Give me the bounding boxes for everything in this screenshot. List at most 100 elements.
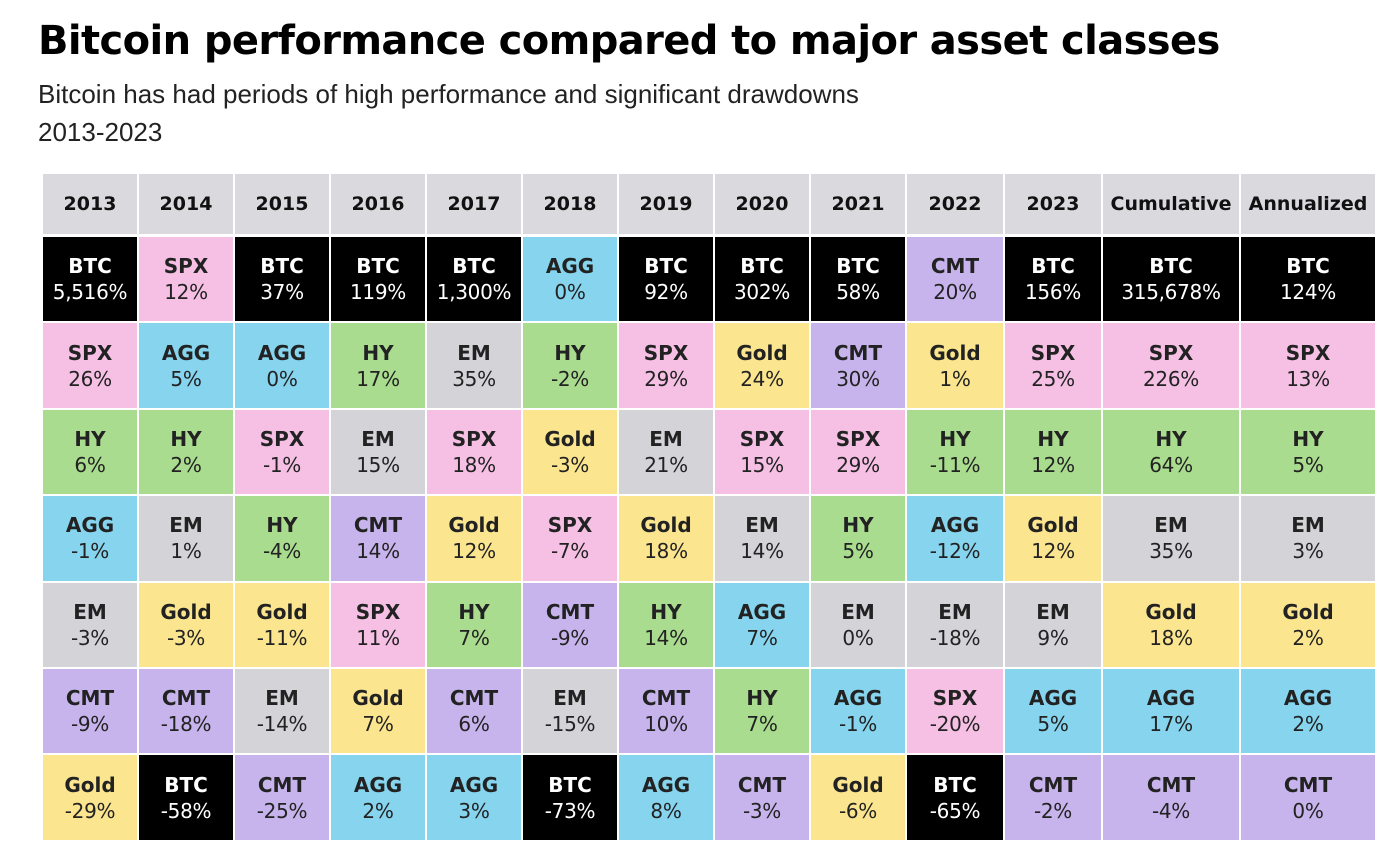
- table-cell: AGG 5%: [1005, 669, 1101, 754]
- return-value: 6%: [458, 712, 490, 737]
- asset-ticker: EM: [457, 340, 491, 365]
- asset-ticker: Gold: [256, 599, 308, 624]
- asset-ticker: EM: [745, 513, 779, 538]
- table-cell: SPX -20%: [907, 669, 1003, 754]
- asset-ticker: SPX: [1148, 340, 1194, 365]
- return-value: -12%: [929, 539, 981, 564]
- column-header-2021: 2021: [811, 174, 905, 234]
- asset-ticker: Gold: [736, 340, 788, 365]
- asset-ticker: BTC: [1031, 254, 1075, 279]
- table-cell: EM 15%: [331, 409, 425, 495]
- table-cell: SPX 18%: [427, 409, 521, 495]
- asset-ticker: SPX: [547, 513, 593, 538]
- table-cell: CMT 10%: [619, 669, 713, 754]
- return-value: 92%: [644, 280, 688, 305]
- asset-ticker: EM: [841, 599, 875, 624]
- table-cell: AGG -1%: [811, 669, 905, 754]
- chart-period: 2013-2023: [38, 117, 163, 147]
- table-cell: HY 6%: [43, 409, 137, 495]
- return-value: -6%: [838, 798, 878, 823]
- return-value: -1%: [262, 452, 302, 477]
- table-cell: SPX 26%: [43, 323, 137, 408]
- return-value: -58%: [160, 798, 212, 823]
- return-value: 15%: [356, 452, 400, 477]
- return-value: 25%: [1031, 366, 1075, 391]
- asset-ticker: CMT: [1283, 772, 1333, 797]
- column-header-annualized: Annualized: [1241, 174, 1375, 234]
- asset-ticker: HY: [266, 513, 298, 538]
- return-value: -29%: [64, 798, 116, 823]
- table-cell: Gold 18%: [1103, 582, 1239, 667]
- return-value: 3%: [458, 798, 490, 823]
- asset-ticker: Gold: [448, 513, 500, 538]
- table-cell: CMT -18%: [139, 669, 233, 754]
- return-value: 5,516%: [52, 280, 128, 305]
- return-value: 14%: [644, 625, 688, 650]
- table-cell: EM -18%: [907, 582, 1003, 667]
- return-value: 8%: [650, 798, 682, 823]
- asset-ticker: CMT: [65, 686, 115, 711]
- return-value: 1%: [170, 539, 202, 564]
- table-cell: CMT 0%: [1241, 755, 1375, 840]
- asset-ticker: AGG: [545, 254, 595, 279]
- table-cell: EM 21%: [619, 409, 713, 495]
- asset-ticker: SPX: [932, 686, 978, 711]
- table-cell: BTC 92%: [619, 237, 713, 322]
- asset-ticker: AGG: [161, 340, 211, 365]
- return-value: -3%: [166, 625, 206, 650]
- asset-ticker: EM: [361, 426, 395, 451]
- table-cell: AGG 0%: [523, 237, 617, 322]
- asset-ticker: SPX: [739, 426, 785, 451]
- table-cell: HY 2%: [139, 409, 233, 495]
- table-cell: BTC 5,516%: [43, 237, 137, 322]
- asset-ticker: BTC: [548, 772, 592, 797]
- return-value: 29%: [836, 452, 880, 477]
- asset-ticker: EM: [553, 686, 587, 711]
- table-cell: AGG 2%: [1241, 669, 1375, 754]
- return-value: 14%: [356, 539, 400, 564]
- table-cell: BTC 119%: [331, 237, 425, 322]
- return-value: 18%: [644, 539, 688, 564]
- table-cell: AGG 17%: [1103, 669, 1239, 754]
- column-header-2020: 2020: [715, 174, 809, 234]
- asset-ticker: CMT: [161, 686, 211, 711]
- table-cell: CMT -4%: [1103, 755, 1239, 840]
- table-cell: Gold -29%: [43, 755, 137, 840]
- return-value: -11%: [929, 452, 981, 477]
- asset-ticker: EM: [169, 513, 203, 538]
- asset-ticker: BTC: [1149, 254, 1193, 279]
- table-cell: Gold 1%: [907, 323, 1003, 408]
- asset-ticker: AGG: [65, 513, 115, 538]
- return-value: 2%: [362, 798, 394, 823]
- return-value: 5%: [170, 366, 202, 391]
- table-cell: AGG 5%: [139, 323, 233, 408]
- return-value: 35%: [452, 366, 496, 391]
- return-value: 14%: [740, 539, 784, 564]
- return-value: -11%: [256, 625, 308, 650]
- column-header-2015: 2015: [235, 174, 329, 234]
- table-cell: HY 7%: [715, 669, 809, 754]
- asset-ticker: HY: [1292, 426, 1324, 451]
- table-cell: CMT 14%: [331, 496, 425, 581]
- asset-ticker: BTC: [356, 254, 400, 279]
- return-value: -9%: [550, 625, 590, 650]
- table-cell: SPX 11%: [331, 582, 425, 667]
- table-cell: EM 35%: [427, 323, 521, 408]
- asset-ticker: Gold: [640, 513, 692, 538]
- table-cell: Gold -3%: [523, 409, 617, 495]
- table-cell: EM 0%: [811, 582, 905, 667]
- asset-ticker: BTC: [164, 772, 208, 797]
- table-cell: AGG 7%: [715, 582, 809, 667]
- return-value: 7%: [746, 712, 778, 737]
- return-value: 0%: [1292, 798, 1324, 823]
- asset-ticker: CMT: [353, 513, 403, 538]
- return-value: -20%: [929, 712, 981, 737]
- asset-ticker: SPX: [643, 340, 689, 365]
- asset-ticker: Gold: [160, 599, 212, 624]
- table-cell: HY 64%: [1103, 409, 1239, 495]
- return-value: 10%: [644, 712, 688, 737]
- return-value: -2%: [550, 366, 590, 391]
- return-value: 58%: [836, 280, 880, 305]
- asset-ticker: HY: [842, 513, 874, 538]
